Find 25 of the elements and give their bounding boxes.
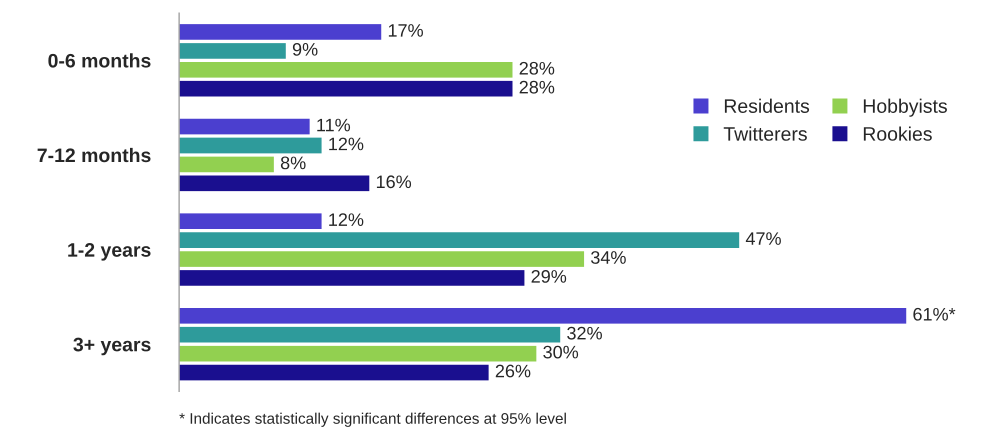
legend-label: Rookies (864, 126, 932, 141)
y-tick-label: 0-6 months (48, 53, 151, 68)
legend-label: Hobbyists (864, 98, 947, 117)
data-label: 30% (543, 346, 578, 358)
text: * Indicates statistically significant differences at 95% level (179, 412, 566, 427)
legend-label: Twitterers (724, 126, 807, 141)
data-label: 28% (520, 62, 554, 75)
data-label: 12% (329, 213, 364, 226)
y-tick-label: 3+ years (73, 338, 151, 356)
data-label: 11% (317, 118, 350, 132)
data-label: 29% (532, 270, 566, 283)
data-label: 16% (376, 175, 412, 188)
data-label: 61%* (913, 308, 956, 321)
data-label: 47% (746, 232, 781, 245)
data-label: 32% (567, 326, 602, 340)
legend-label: Residents (724, 98, 810, 113)
data-label: 28% (520, 80, 554, 94)
data-label: 8% (280, 156, 306, 170)
data-label: 12% (329, 138, 364, 150)
y-tick-label: 7-12 months (38, 148, 151, 162)
data-label: 34% (591, 251, 626, 264)
y-tick-label: 1-2 years (68, 243, 151, 261)
data-label: 9% (292, 42, 318, 56)
data-label: 26% (496, 364, 530, 378)
data-label: 17% (388, 24, 423, 37)
